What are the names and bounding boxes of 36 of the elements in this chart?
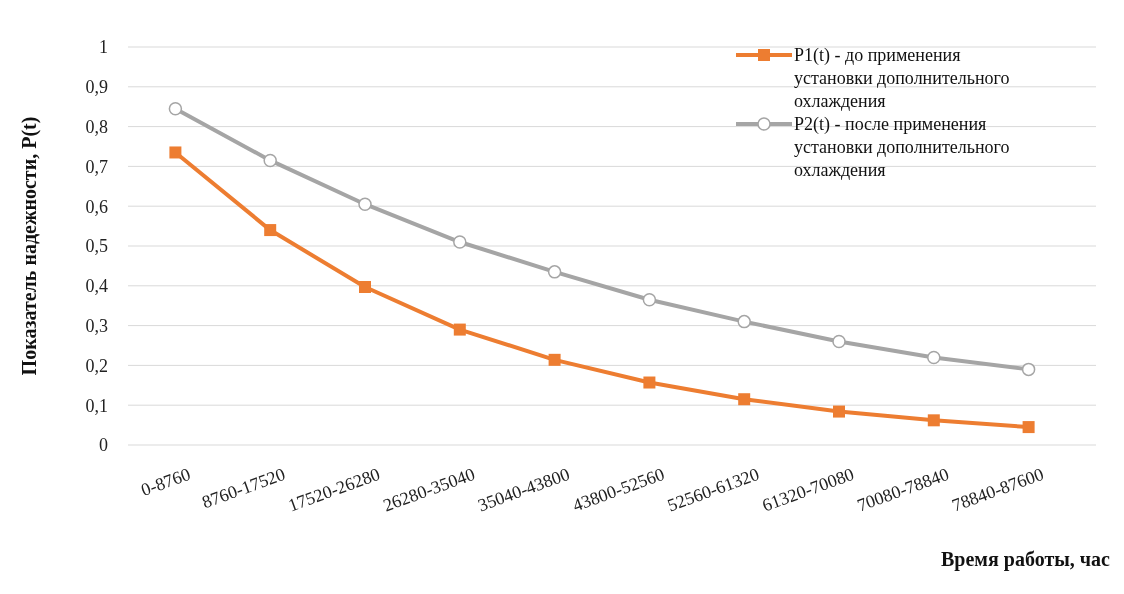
y-tick-label: 0,7 [85, 156, 108, 177]
y-tick-label: 0,1 [85, 395, 108, 416]
point [832, 334, 846, 349]
y-tick-label: 0,2 [85, 355, 108, 376]
legend-label: P2(t) - после применения установки дополнительного охлаждения [794, 114, 1010, 180]
point [737, 314, 751, 329]
y-tick-label: 0,8 [85, 116, 108, 137]
point [264, 224, 277, 237]
point [359, 280, 371, 293]
point [263, 153, 277, 168]
point [169, 146, 182, 159]
x-tick-label: 0-8760 [138, 463, 194, 501]
point [927, 414, 940, 427]
y-axis-title: Показатель надежности, P(t) [18, 116, 41, 376]
y-tick-label: 0,6 [85, 196, 108, 217]
y-tick-label: 0 [99, 435, 108, 456]
y-tick-label: 1 [99, 37, 108, 58]
y-tick-label: 0,5 [85, 236, 108, 257]
point [168, 101, 183, 116]
point [1021, 362, 1036, 377]
point [548, 353, 561, 366]
legend-label: P1(t) - до применения установки дополнительного охлаждения [794, 45, 1010, 111]
point [453, 235, 467, 249]
point [358, 197, 372, 211]
point [643, 376, 656, 389]
point [547, 265, 562, 279]
y-tick-label: 0,9 [85, 77, 108, 98]
point [927, 350, 941, 365]
point [833, 405, 845, 418]
point [642, 292, 657, 307]
point [1022, 421, 1035, 434]
point [738, 393, 751, 406]
y-tick-label: 0,3 [85, 315, 108, 336]
point [453, 323, 466, 336]
x-axis-title: Время работы, час [941, 548, 1111, 571]
y-tick-label: 0,4 [85, 276, 108, 297]
